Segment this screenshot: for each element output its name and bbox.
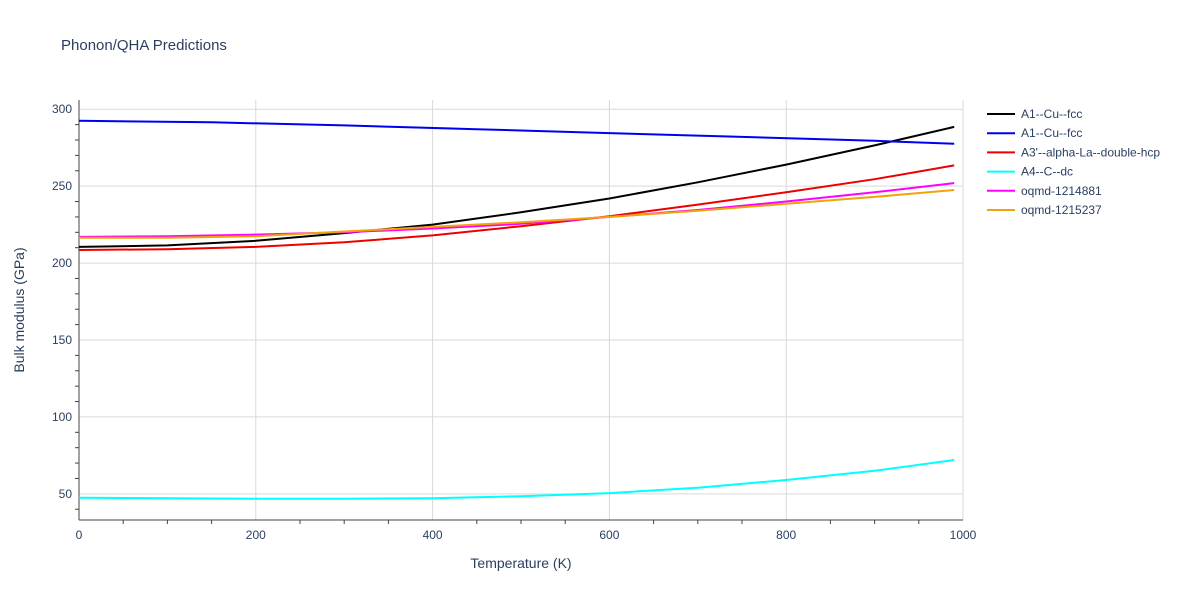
series-line [79,189,955,239]
y-tick-label: 150 [52,333,72,347]
series-line [78,125,955,248]
legend-item[interactable]: oqmd-1214881 [987,184,1102,198]
y-tick-label: 50 [59,487,73,501]
legend[interactable]: A1--Cu--fcc A1--Cu--fcc A3'--alpha-La--dou… [987,107,1160,217]
x-tick-label: 0 [76,528,83,542]
legend-label: A1--Cu--fcc [1021,126,1082,140]
x-tick-label: 800 [776,528,796,542]
y-tick-label: 200 [52,256,72,270]
x-tick-label: 400 [423,528,443,542]
y-tick-label: 300 [52,102,72,116]
legend-label: A3'--alpha-La--double-hcp [1021,145,1160,159]
legend-item[interactable]: A3'--alpha-La--double-hcp [987,145,1160,159]
legend-label: A4--C--dc [1021,165,1073,179]
x-tick-label: 1000 [950,528,977,542]
x-tick-label: 600 [599,528,619,542]
legend-label: oqmd-1214881 [1021,184,1102,198]
series-line [78,182,955,238]
legend-label: A1--Cu--fcc [1021,107,1082,121]
x-axis-title: Temperature (K) [470,555,571,571]
series-line [78,164,955,251]
legend-item[interactable]: oqmd-1215237 [987,203,1102,217]
series-lines [78,119,955,500]
legend-label: oqmd-1215237 [1021,203,1102,217]
legend-item[interactable]: A1--Cu--fcc [987,107,1082,121]
y-tick-label: 100 [52,410,72,424]
chart-title: Phonon/QHA Predictions [61,37,227,54]
y-tick-label: 250 [52,179,72,193]
legend-item[interactable]: A1--Cu--fcc [987,126,1082,140]
legend-item[interactable]: A4--C--dc [987,165,1073,179]
series-line [78,119,955,145]
y-axis-title: Bulk modulus (GPa) [11,247,27,372]
series-line [78,459,955,500]
axes: 0 200 400 600 800 1000 50 100 150 200 250 300 [52,100,977,542]
x-tick-label: 200 [246,528,266,542]
grid [79,100,964,520]
